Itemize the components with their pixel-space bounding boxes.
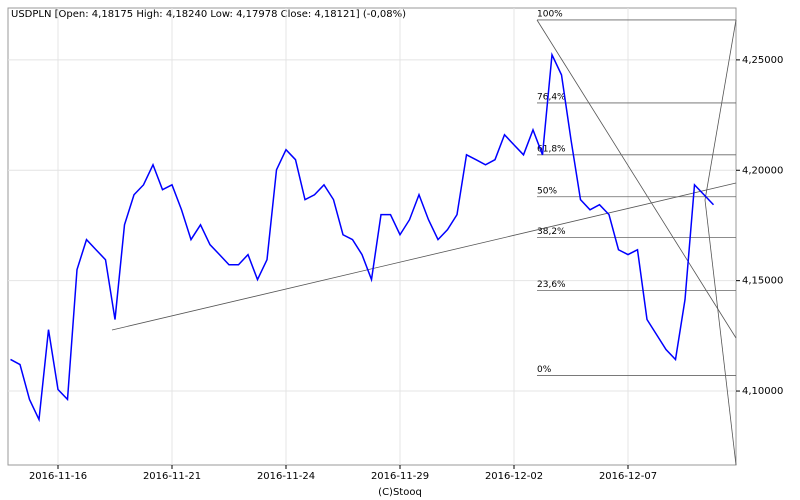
fib-label: 0% [537,365,552,375]
y-tick-label: 4,20000 [742,165,783,176]
plot-frame [7,7,737,466]
fib-label: 61,8% [537,144,566,154]
x-tick-label: 2016-12-02 [485,471,543,482]
fib-label: 100% [537,9,563,19]
trend-lines [111,19,737,466]
fan-line [704,19,737,201]
x-tick-label: 2016-11-21 [143,471,201,482]
chart-title: USDPLN [Open: 4,18175 High: 4,18240 Low:… [11,9,406,20]
y-tick-label: 4,15000 [742,276,783,287]
y-tick-label: 4,10000 [742,386,783,397]
x-tick-label: 2016-11-16 [29,471,87,482]
price-line [10,52,715,423]
fib-label: 23,6% [537,280,566,290]
fib-label: 50% [537,186,557,196]
resistance-line [536,19,737,339]
fib-label: 76,4% [537,92,566,102]
y-tick-label: 4,25000 [742,55,783,66]
support-line [111,182,737,331]
footer: (C)Stooq [378,487,422,498]
fib-label: 38,2% [537,227,566,237]
fan-line [704,199,737,466]
x-tick-label: 2016-11-24 [257,471,315,482]
x-tick-label: 2016-11-29 [371,471,429,482]
plot [8,8,736,465]
x-tick-label: 2016-12-07 [599,471,657,482]
